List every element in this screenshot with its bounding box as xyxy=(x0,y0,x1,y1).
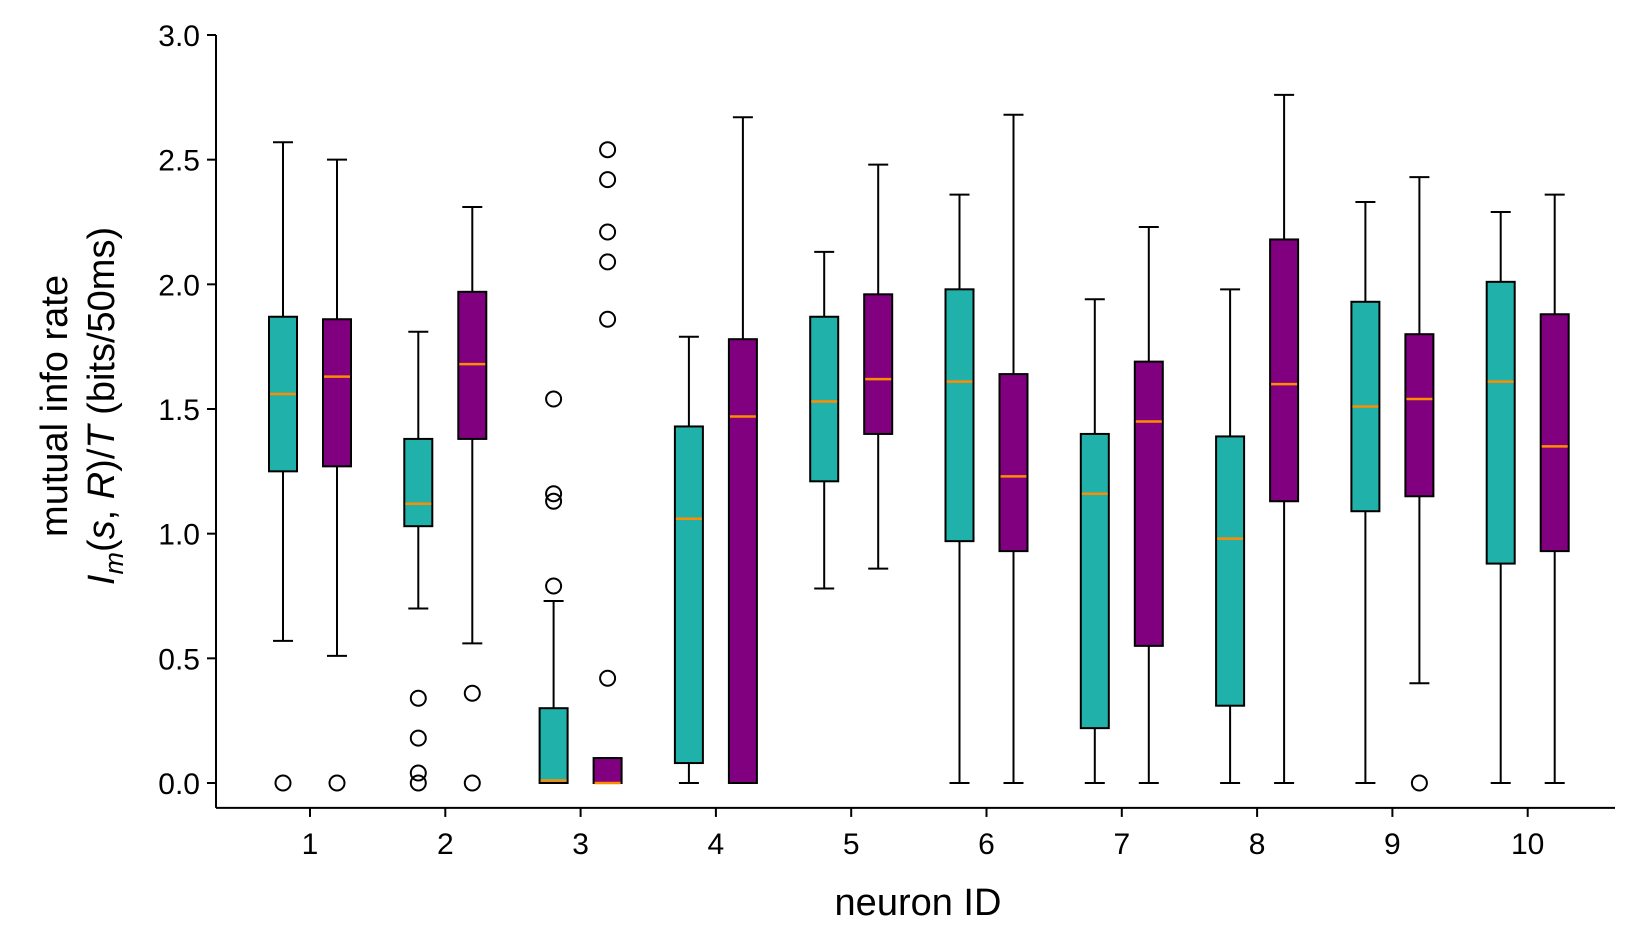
y-tick-label: 0.0 xyxy=(158,768,200,801)
iqr-box xyxy=(1269,238,1300,503)
x-tick-label: 7 xyxy=(1113,828,1130,861)
iqr-box xyxy=(403,437,434,528)
box-purple-7 xyxy=(1133,225,1164,784)
box-purple-10 xyxy=(1539,193,1570,784)
box-teal-9 xyxy=(1350,201,1381,784)
iqr-box xyxy=(1539,313,1570,553)
y-axis-title-line2: Im(s, R)/T (bits/50ms) xyxy=(81,227,129,585)
box-purple-4 xyxy=(727,116,758,784)
box-teal-6 xyxy=(944,193,975,784)
box-teal-4 xyxy=(673,335,704,784)
outlier-point xyxy=(409,774,427,792)
outlier-point xyxy=(274,774,292,792)
iqr-box xyxy=(863,293,894,435)
x-tick-label: 8 xyxy=(1249,828,1266,861)
outlier-point xyxy=(599,310,617,328)
iqr-box xyxy=(538,707,569,785)
iqr-box xyxy=(322,318,352,468)
outlier-point xyxy=(545,390,563,408)
outlier-point xyxy=(328,774,346,792)
outlier-point xyxy=(599,141,617,159)
box-purple-1 xyxy=(322,158,352,792)
outlier-point xyxy=(599,669,617,687)
x-tick-label: 6 xyxy=(978,828,995,861)
box-teal-8 xyxy=(1215,288,1246,784)
box-purple-2 xyxy=(457,206,488,792)
boxes xyxy=(268,93,1570,792)
y-tick-label: 1.5 xyxy=(158,394,200,427)
iqr-box xyxy=(1215,435,1246,707)
outlier-point xyxy=(599,253,617,271)
outlier-point xyxy=(409,689,427,707)
outlier-point xyxy=(409,729,427,747)
outlier-point xyxy=(545,577,563,595)
box-teal-5 xyxy=(809,250,840,590)
iqr-box xyxy=(1133,360,1164,647)
iqr-box xyxy=(1404,333,1435,498)
outlier-point xyxy=(545,485,563,503)
y-tick-label: 2.5 xyxy=(158,145,200,178)
x-axis-title: neuron ID xyxy=(835,882,1002,924)
y-ticks: 0.0 0.5 1.0 1.5 2.0 2.5 3.0 xyxy=(158,20,216,801)
box-teal-3 xyxy=(538,390,569,785)
iqr-box xyxy=(998,373,1029,553)
x-tick-label: 2 xyxy=(437,828,454,861)
y-tick-label: 1.0 xyxy=(158,519,200,552)
iqr-box xyxy=(1485,280,1516,565)
x-tick-label: 3 xyxy=(572,828,589,861)
x-tick-label: 10 xyxy=(1511,828,1544,861)
outlier-point xyxy=(599,223,617,241)
x-tick-label: 4 xyxy=(708,828,725,861)
box-purple-9 xyxy=(1404,176,1435,792)
box-purple-5 xyxy=(863,163,894,570)
iqr-box xyxy=(1079,432,1110,730)
box-purple-8 xyxy=(1269,93,1300,784)
box-purple-3 xyxy=(592,141,623,785)
x-tick-label: 9 xyxy=(1384,828,1401,861)
y-tick-label: 3.0 xyxy=(158,20,200,53)
box-teal-10 xyxy=(1485,211,1516,784)
outlier-point xyxy=(545,492,563,510)
iqr-box xyxy=(673,425,704,765)
outlier-point xyxy=(463,684,481,702)
x-tick-label: 5 xyxy=(843,828,860,861)
x-tick-label: 1 xyxy=(302,828,319,861)
box-teal-1 xyxy=(268,141,298,792)
iqr-box xyxy=(944,288,975,543)
outlier-point xyxy=(1410,774,1428,792)
box-purple-6 xyxy=(998,113,1029,784)
x-ticks: 1 2 3 4 5 6 7 8 9 10 xyxy=(302,807,1544,861)
iqr-box xyxy=(727,338,758,784)
y-tick-label: 2.0 xyxy=(158,269,200,302)
iqr-box xyxy=(592,757,623,784)
outlier-point xyxy=(463,774,481,792)
box-teal-7 xyxy=(1079,298,1110,784)
outlier-point xyxy=(599,171,617,189)
iqr-box xyxy=(809,315,840,483)
y-tick-label: 0.5 xyxy=(158,643,200,676)
box-teal-2 xyxy=(403,330,434,792)
y-axis-title-line1: mutual info rate xyxy=(34,275,76,537)
axes: 0.0 0.5 1.0 1.5 2.0 2.5 3.0 1 2 3 4 5 6 7 8 9 10 xyxy=(158,20,1615,861)
outlier-point xyxy=(409,764,427,782)
